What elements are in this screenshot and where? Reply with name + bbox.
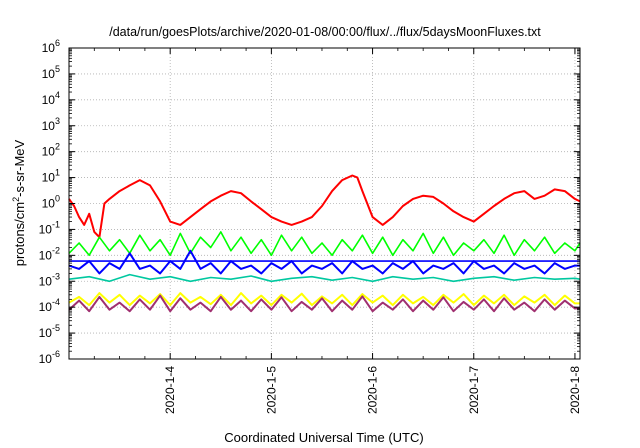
x-axis-label: Coordinated Universal Time (UTC)	[224, 430, 423, 445]
y-axis-label: protons/cm2-s-sr-MeV	[11, 139, 27, 266]
x-tick-label: 2020-1-8	[568, 366, 582, 414]
y-tick-label: 103	[42, 116, 60, 133]
y-tick-label: 10-3	[39, 271, 60, 288]
series-line-3	[68, 249, 580, 275]
y-axis-label-post: -s-sr-MeV	[12, 139, 27, 196]
y-tick-label: 10-6	[39, 349, 60, 366]
y-tick-label: 104	[42, 90, 60, 107]
x-tick-label: 2020-1-4	[163, 366, 177, 414]
y-tick-label: 10-4	[39, 297, 60, 314]
series-group	[68, 174, 581, 313]
x-tick-label: 2020-1-5	[264, 366, 278, 414]
y-tick-label: 10-1	[39, 219, 60, 236]
chart-title: /data/run/goesPlots/archive/2020-01-08/0…	[109, 25, 541, 39]
series-line-2	[68, 231, 581, 257]
x-axis: 2020-1-4 2020-1-5 2020-1-6 2020-1-7 2020-1-8	[93, 48, 582, 414]
y-tick-label: 105	[42, 64, 60, 81]
y-tick-label: 101	[42, 168, 60, 185]
y-tick-label: 102	[42, 142, 60, 159]
x-tick-label: 2020-1-7	[467, 366, 481, 414]
y-axis-label-sup: 2	[11, 197, 21, 202]
y-axis: 10-6 10-5 10-4 10-3 10-2 10-1 100 101 102 103 104 1…	[39, 38, 580, 366]
series-line-6	[68, 292, 580, 307]
y-tick-label: 10-5	[39, 323, 60, 340]
y-tick-label: 106	[42, 38, 60, 55]
x-tick-label: 2020-1-6	[366, 366, 380, 414]
y-tick-label: 100	[42, 194, 60, 211]
y-tick-label: 10-2	[39, 245, 60, 262]
y-axis-label-pre: protons/cm	[12, 202, 27, 266]
series-line-1	[68, 174, 581, 239]
series-line-7	[68, 294, 580, 313]
series-line-5	[68, 273, 581, 283]
